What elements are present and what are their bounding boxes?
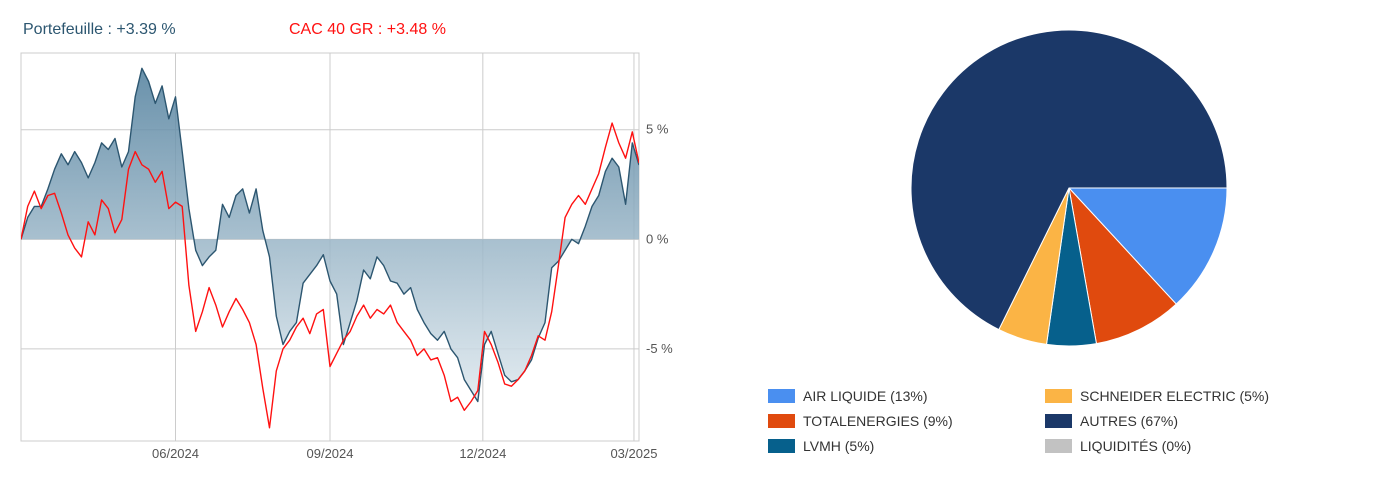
- series-lines: [21, 67, 639, 429]
- y-tick-label: 0 %: [646, 231, 669, 246]
- legend-swatch: [1045, 439, 1072, 453]
- portfolio-line: [21, 67, 639, 403]
- x-tick-label: 12/2024: [459, 446, 506, 461]
- legend-label: AIR LIQUIDE (13%): [803, 388, 928, 404]
- pie-legend-item: AIR LIQUIDE (13%): [768, 386, 927, 406]
- pie-slice-air-liquide: [1067, 187, 1228, 305]
- portfolio-performance-label: Portefeuille : +3.39 %: [23, 21, 176, 38]
- legend-label: AUTRES (67%): [1080, 413, 1179, 429]
- pie-slice-lvmh: [1045, 187, 1098, 347]
- x-tick-label: 09/2024: [307, 446, 354, 461]
- legend-label: LVMH (5%): [803, 438, 875, 454]
- pie-slice-autres: [910, 29, 1228, 331]
- legend-label: SCHNEIDER ELECTRIC (5%): [1080, 388, 1270, 404]
- area-layer: [21, 68, 639, 402]
- benchmark-line: [21, 122, 639, 429]
- y-tick-label: 5 %: [646, 122, 669, 137]
- x-tick-label: 03/2025: [610, 446, 657, 461]
- benchmark-performance-label: CAC 40 GR : +3.48 %: [289, 21, 446, 38]
- pie-legend-item: TOTALENERGIES (9%): [768, 411, 953, 431]
- legend-label: LIQUIDITÉS (0%): [1080, 438, 1192, 454]
- legend-label: TOTALENERGIES (9%): [803, 413, 953, 429]
- performance-line-chart: 5 % 0 % -5 % 06/2024 09/2024 12/2024 03/2025: [20, 52, 673, 461]
- pie-legend-item: SCHNEIDER ELECTRIC (5%): [1045, 386, 1269, 406]
- legend-swatch: [768, 414, 795, 428]
- pie-legend-item: LVMH (5%): [768, 436, 874, 456]
- chart-axes: 5 % 0 % -5 % 06/2024 09/2024 12/2024 03/2025: [152, 122, 673, 461]
- legend-swatch: [1045, 414, 1072, 428]
- x-tick-label: 06/2024: [152, 446, 199, 461]
- portfolio-area: [21, 68, 639, 402]
- pie-legend-item: LIQUIDITÉS (0%): [1045, 436, 1191, 456]
- legend-swatch: [1045, 389, 1072, 403]
- pie-slice-schneider-electric: [998, 187, 1070, 345]
- legend-swatch: [768, 389, 795, 403]
- y-tick-label: -5 %: [646, 341, 673, 356]
- pie-slice-totalenergies: [1068, 186, 1177, 345]
- pie-legend-item: AUTRES (67%): [1045, 411, 1178, 431]
- legend-swatch: [768, 439, 795, 453]
